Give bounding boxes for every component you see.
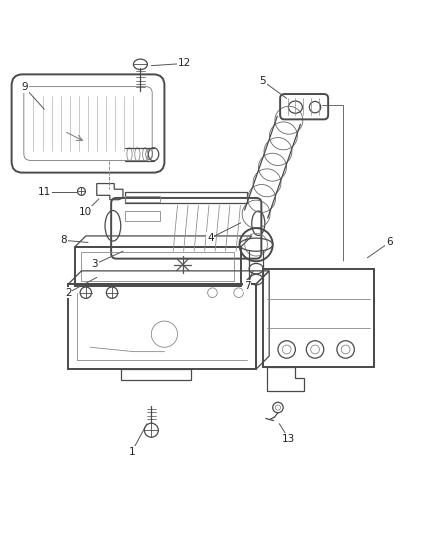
Text: 8: 8	[61, 235, 67, 245]
Bar	[125, 211, 160, 221]
Text: 2: 2	[65, 288, 72, 298]
Text: 12: 12	[177, 59, 191, 68]
Text: 13: 13	[282, 434, 296, 444]
Text: 7: 7	[244, 281, 251, 291]
Text: 9: 9	[21, 83, 28, 93]
Bar	[125, 196, 160, 203]
Bar	[75, 247, 241, 286]
Text: 3: 3	[91, 260, 98, 269]
Text: 5: 5	[259, 76, 266, 86]
Text: 4: 4	[207, 233, 214, 243]
Text: 6: 6	[386, 238, 392, 247]
Text: 10: 10	[79, 207, 92, 217]
Bar	[263, 269, 374, 367]
Text: 11: 11	[38, 187, 51, 197]
Bar	[68, 284, 256, 369]
Text: 1: 1	[128, 447, 135, 457]
Bar	[81, 252, 234, 281]
